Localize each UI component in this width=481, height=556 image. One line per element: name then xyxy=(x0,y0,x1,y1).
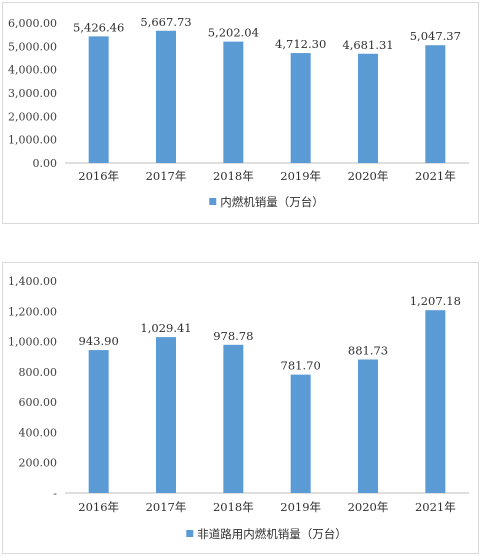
chart-2-data-label: 978.78 xyxy=(213,329,253,343)
chart-2-data-label: 881.73 xyxy=(348,343,388,357)
chart-1-data-label: 5,047.37 xyxy=(410,29,461,43)
chart-1-x-tick-label: 2021年 xyxy=(415,169,456,183)
chart-2-y-tick-label: 200.00 xyxy=(19,457,58,470)
chart-1-x-tick-label: 2019年 xyxy=(280,169,321,183)
chart-2-bar xyxy=(223,344,244,493)
chart-1-data-label: 5,667.73 xyxy=(140,15,191,29)
chart-2-y-tick-label: 1,400.00 xyxy=(8,275,57,288)
chart-2-y-tick-label: 400.00 xyxy=(19,426,58,439)
chart-1-y-tick-label: 1,000.00 xyxy=(8,134,57,147)
chart-1-y-tick-label: 3,000.00 xyxy=(8,87,57,100)
chart-2-bar xyxy=(358,359,378,493)
chart-2-x-tick-label: 2019年 xyxy=(280,500,321,514)
chart-1-data-label: 5,426.46 xyxy=(73,20,124,34)
chart-1-x-tick-label: 2020年 xyxy=(348,169,389,183)
chart-2-bar xyxy=(290,374,311,493)
chart-2-x-tick-label: 2020年 xyxy=(348,500,389,514)
chart-1-bar xyxy=(156,30,176,164)
chart-2-bar xyxy=(88,350,109,493)
chart-1-svg: 0.00 1,000.00 2,000.00 3,000.00 4,000.00 5,00… xyxy=(8,15,469,209)
chart-2-legend-label: 非道路用内燃机销量（万台） xyxy=(197,527,347,541)
chart-1-data-label: 4,681.31 xyxy=(342,38,393,52)
chart-1-y-tick-label: 5,000.00 xyxy=(8,40,57,53)
chart-2-y-tick-label: 1,200.00 xyxy=(8,305,57,318)
chart-1-y-tick-label: 6,000.00 xyxy=(8,17,57,30)
chart-2-y-tick-label: - xyxy=(53,487,57,500)
chart-1-bar xyxy=(358,53,378,163)
chart-2-svg: - 200.00 400.00 600.00 800.00 1,000.00 1,200.0… xyxy=(8,275,469,541)
chart-2-legend-swatch xyxy=(186,530,194,537)
chart-2-bar xyxy=(425,310,446,493)
chart-1-legend-label: 内燃机销量（万台） xyxy=(220,195,324,209)
chart-2-x-tick-label: 2021年 xyxy=(415,500,456,514)
chart-1-y-tick-label: 2,000.00 xyxy=(8,110,57,123)
chart-2-y-tick-label: 800.00 xyxy=(19,366,58,379)
chart-2-y-tick-label: 1,000.00 xyxy=(8,336,57,349)
chart-1-x-tick-label: 2016年 xyxy=(78,169,119,183)
chart-2-x-tick-label: 2016年 xyxy=(78,500,119,514)
chart-1-data-label: 4,712.30 xyxy=(275,37,326,51)
chart-1-bar xyxy=(223,41,244,164)
chart-2-x-tick-label: 2017年 xyxy=(146,500,187,514)
chart-2-x-tick-label: 2018年 xyxy=(213,500,254,514)
chart-1-legend-swatch xyxy=(209,198,217,205)
chart-1-y-tick-label: 4,000.00 xyxy=(8,64,57,77)
chart-1-frame: 0.00 1,000.00 2,000.00 3,000.00 4,000.00 5,00… xyxy=(2,2,479,224)
chart-2-data-label: 943.90 xyxy=(79,334,119,348)
chart-1-bar xyxy=(425,45,446,163)
chart-2-y-tick-label: 600.00 xyxy=(19,396,58,409)
chart-1-y-tick-label: 0.00 xyxy=(33,157,58,170)
chart-2-bar xyxy=(156,337,176,493)
chart-1-bar xyxy=(290,53,311,163)
chart-2-data-label: 1,207.18 xyxy=(410,294,461,308)
chart-2-frame: - 200.00 400.00 600.00 800.00 1,000.00 1,200.0… xyxy=(2,262,479,554)
chart-1-x-tick-label: 2017年 xyxy=(146,169,187,183)
chart-1-data-label: 5,202.04 xyxy=(208,26,259,40)
chart-1-bar xyxy=(88,36,109,163)
chart-1-x-tick-label: 2018年 xyxy=(213,169,254,183)
chart-2-data-label: 1,029.41 xyxy=(140,321,191,335)
chart-2-data-label: 781.70 xyxy=(281,359,321,373)
